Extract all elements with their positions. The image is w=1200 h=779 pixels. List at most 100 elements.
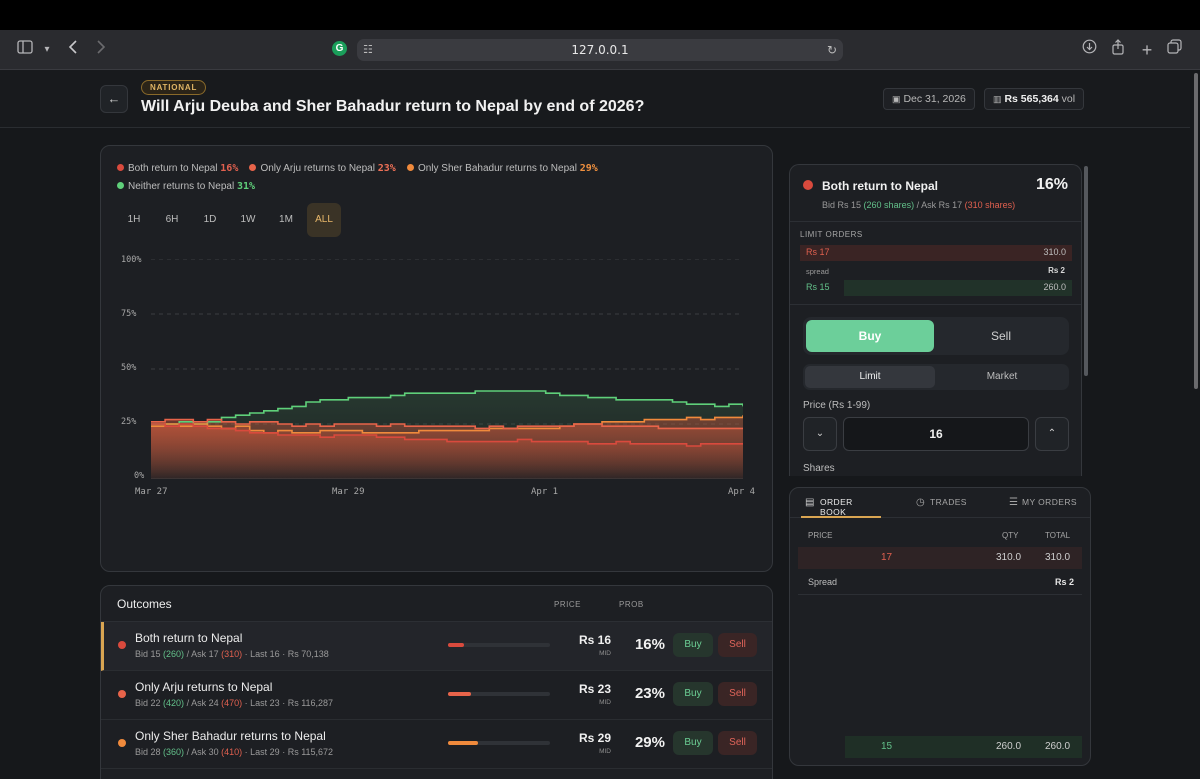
share-icon[interactable]	[1107, 39, 1129, 61]
browser-toolbar: ▾ G ☷ 127.0.0.1 ↻ +	[0, 30, 1200, 70]
series-line	[151, 390, 743, 425]
tab-trades[interactable]: ◷ TRADES	[914, 488, 984, 518]
sell-tab[interactable]: Sell	[990, 329, 1011, 343]
outcome-row[interactable]: Only Sher Bahadur returns to Nepal Bid 2…	[101, 720, 772, 769]
ask-row[interactable]: 17 310.0 310.0	[798, 547, 1082, 569]
range-1w[interactable]: 1W	[240, 214, 256, 225]
trade-panel: Both return to Nepal 16% Bid Rs 15 (260 …	[789, 164, 1082, 476]
ask-level-price: Rs 17	[806, 247, 830, 257]
ask-level-qty: 310.0	[1043, 247, 1066, 257]
probability-bar	[448, 643, 550, 647]
scrollbar-thumb[interactable]	[1194, 73, 1198, 389]
address-bar[interactable]: ☷ 127.0.0.1 ↻	[357, 39, 843, 61]
trade-outcome-name: Both return to Nepal	[822, 179, 938, 193]
chevron-down-icon: ⌄	[815, 428, 825, 439]
price-input[interactable]: 16	[843, 417, 1029, 451]
separator: /	[186, 747, 190, 757]
price-decrement-button[interactable]: ⌄	[803, 417, 837, 451]
arrow-left-icon: ←	[107, 91, 121, 106]
trade-panel-scrollbar[interactable]	[1084, 166, 1088, 376]
ask-label: / Ask Rs 17	[916, 200, 963, 210]
top-bar	[0, 0, 1200, 30]
ask-price: 17	[881, 552, 893, 563]
volume-unit: vol	[1061, 93, 1076, 105]
legend-dot	[406, 164, 414, 171]
range-1d[interactable]: 1D	[203, 214, 217, 225]
chevron-up-icon: ⌃	[1047, 428, 1057, 439]
sell-button[interactable]: Sell	[718, 633, 757, 657]
spread-value: Rs 2	[1055, 577, 1075, 587]
side-toggle: Buy Sell	[803, 317, 1069, 355]
col-price: PRICE	[808, 531, 833, 540]
outcome-row[interactable]: Both return to Nepal Bid 15 (260) / Ask …	[101, 622, 772, 671]
x-tick-label: Mar 27	[135, 487, 168, 497]
back-arrow-icon[interactable]	[62, 39, 84, 61]
outcomes-card: Outcomes PRICE PROB Both return to Nepal…	[100, 585, 773, 779]
forward-arrow-icon[interactable]	[90, 39, 112, 61]
sell-button[interactable]: Sell	[718, 731, 757, 755]
probability-fill	[448, 643, 465, 647]
bid: Bid 15	[135, 649, 161, 659]
url-text: 127.0.0.1	[571, 43, 629, 57]
range-1m[interactable]: 1M	[279, 214, 293, 225]
last-and-volume: · Last 29 · Rs 115,672	[244, 747, 334, 757]
tab-label: MY ORDERS	[1022, 497, 1077, 507]
buy-button[interactable]: Buy	[673, 731, 713, 755]
tabs-overview-icon[interactable]	[1163, 39, 1185, 61]
outcome-prob: 16%	[634, 636, 665, 653]
sell-button[interactable]: Sell	[718, 682, 757, 706]
book-icon: ▤	[805, 497, 815, 508]
range-1h[interactable]: 1H	[127, 214, 141, 225]
mid-label: MID	[599, 748, 611, 755]
bid-level-qty: 260.0	[1043, 282, 1066, 292]
bid-qty: (420)	[163, 698, 185, 708]
bid-level-row[interactable]: Rs 15 260.0	[800, 280, 1072, 296]
ask-level-row[interactable]: Rs 17 310.0	[800, 245, 1072, 261]
limit-tab[interactable]: Limit	[805, 366, 935, 388]
grammarly-icon[interactable]: G	[332, 41, 347, 56]
page-title: Will Arju Deuba and Sher Bahadur return …	[141, 98, 645, 115]
outcome-row[interactable]: Only Arju returns to Nepal Bid 22 (420) …	[101, 671, 772, 720]
bid-depth-bar	[844, 280, 1072, 296]
col-qty: QTY	[1002, 531, 1019, 540]
download-icon[interactable]	[1078, 39, 1100, 61]
reload-icon[interactable]: ↻	[826, 43, 837, 57]
legend-item: Only Sher Bahadur returns to Nepal 29%	[406, 163, 598, 174]
bid-total: 260.0	[1045, 741, 1071, 752]
tab-my-orders[interactable]: ☰ MY ORDERS	[1007, 488, 1087, 518]
buy-button[interactable]: Buy	[673, 633, 713, 657]
series-line	[151, 423, 743, 447]
legend-label: Only Sher Bahadur returns to Nepal	[417, 163, 577, 174]
tab-order-book[interactable]: ▤ ORDER BOOK	[801, 488, 881, 518]
end-date: Dec 31, 2026	[903, 93, 966, 105]
buy-tab[interactable]: Buy	[806, 320, 934, 352]
bid-row[interactable]: 15 260.0 260.0	[798, 736, 1082, 758]
outcome-price: Rs 23	[578, 682, 611, 696]
back-button[interactable]: ←	[100, 85, 128, 113]
price-increment-button[interactable]: ⌃	[1035, 417, 1069, 451]
outcome-name: Both return to Nepal	[135, 631, 243, 645]
market-tab[interactable]: Market	[986, 371, 1018, 382]
y-tick-label: 25%	[121, 417, 137, 427]
outcome-name: Only Sher Bahadur returns to Nepal	[135, 729, 326, 743]
new-tab-icon[interactable]: +	[1141, 40, 1153, 60]
outcome-dot	[118, 739, 126, 747]
legend-value: 29%	[579, 163, 598, 174]
trade-quote: Bid Rs 15 (260 shares) / Ask Rs 17 (310 …	[822, 200, 1015, 210]
page-scrollbar[interactable]	[1192, 70, 1200, 779]
buy-button[interactable]: Buy	[673, 682, 713, 706]
bid-depth-bar	[845, 736, 1082, 758]
chart-card: Both return to Nepal 16% Only Arju retur…	[100, 145, 773, 572]
legend-label: Both return to Nepal	[128, 163, 218, 174]
range-all[interactable]: ALL	[307, 203, 341, 237]
legend-dot	[117, 164, 124, 171]
range-6h[interactable]: 6H	[165, 214, 179, 225]
mid-label: MID	[599, 699, 611, 706]
ask-qty: (310)	[221, 649, 243, 659]
probability-bar	[448, 692, 550, 696]
sidebar-toggle-icon[interactable]	[14, 39, 36, 61]
chevron-down-icon[interactable]: ▾	[44, 44, 50, 55]
ask-total: 310.0	[1045, 552, 1071, 563]
page-settings-icon[interactable]: ☷	[363, 43, 373, 56]
bid-price: 15	[881, 741, 893, 752]
